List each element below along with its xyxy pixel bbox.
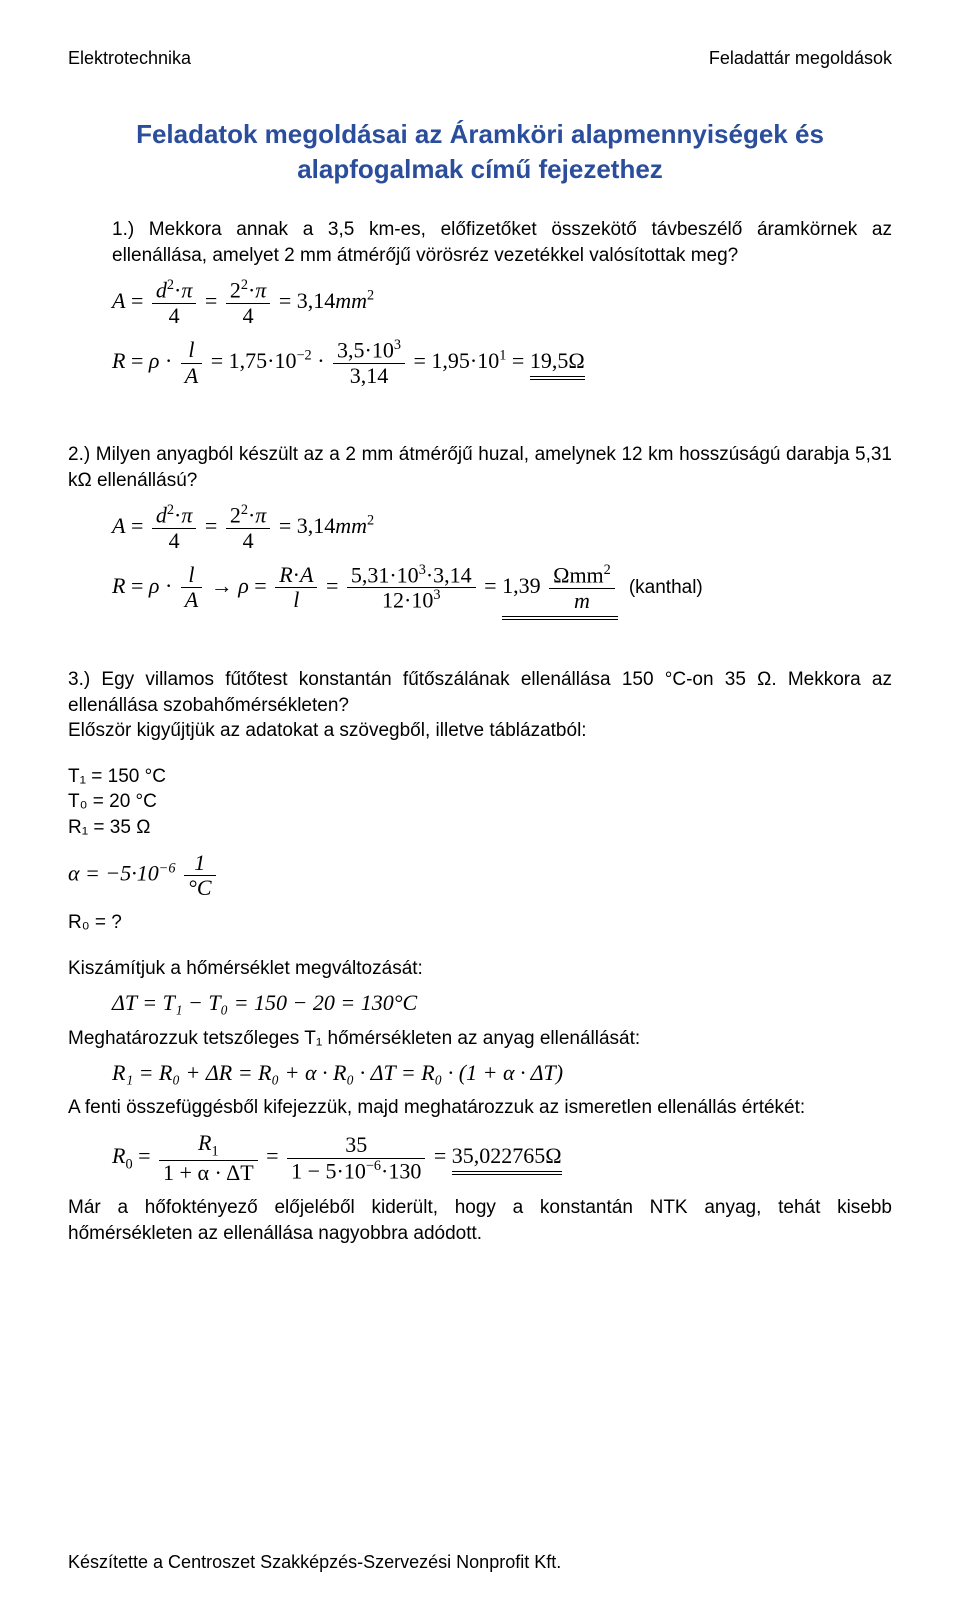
f2b-numexp: 3	[419, 562, 426, 578]
formula-2b: R = ρ · lA → ρ = R·Al = 5,31·103·3,14 12…	[112, 563, 892, 613]
data-r1: R₁ = 35 Ω	[68, 815, 892, 841]
f6-den1: 1 + α · ΔT	[159, 1161, 258, 1185]
page-footer: Készítette a Centroszet Szakképzés-Szerv…	[68, 1552, 561, 1573]
problem-3a: 3.) Egy villamos fűtőtest konstantán fűt…	[68, 667, 892, 718]
page-title: Feladatok megoldásai az Áramköri alapmen…	[68, 117, 892, 187]
f6-result: 35,022765Ω	[452, 1144, 562, 1168]
problem-2-text: 2.) Milyen anyagból készült az a 2 mm át…	[68, 442, 892, 493]
title-line2: alapfogalmak című fejezethez	[297, 154, 663, 184]
f1b-rhoexp: −2	[296, 348, 311, 364]
formula-4: ΔT = T₁ − T₀ = 150 − 20 = 130°C	[112, 991, 892, 1015]
f1b-result: 19,5Ω	[530, 349, 585, 373]
f2b-note: (kanthal)	[629, 577, 703, 598]
p7: Már a hőfoktényező előjeléből kiderült, …	[68, 1195, 892, 1246]
f2b-denexp: 3	[433, 587, 440, 603]
formula-5: R₁ = R₀ + ΔR = R₀ + α · R₀ · ΔT = R₀ · (…	[112, 1061, 892, 1085]
p4: Kiszámítjuk a hőmérséklet megváltozását:	[68, 956, 892, 982]
f1b-num: 3,5·10	[337, 338, 394, 363]
formula-1a: A = d2·π 4 = 22·π 4 = 3,14mm2	[112, 278, 892, 328]
p5: Meghatározzuk tetszőleges T₁ hőmérséklet…	[68, 1026, 892, 1052]
data-t1: T₁ = 150 °C	[68, 764, 892, 790]
f1b-den: 3,14	[333, 364, 405, 388]
problem-3b: Először kigyűjtjük az adatokat a szövegb…	[68, 718, 892, 744]
f1a-pi1: π	[181, 278, 192, 303]
alpha-den: °C	[184, 876, 215, 900]
p6: A fenti összefüggésből kifejezzük, majd …	[68, 1095, 892, 1121]
alpha-num: 1	[184, 851, 215, 876]
f6-den2b: ·130	[381, 1158, 421, 1183]
f2b-ut: Ωmm	[553, 562, 604, 587]
formula-2a: A = d2·π 4 = 22·π 4 = 3,14mm2	[112, 503, 892, 553]
f1a-result: 3,14	[297, 288, 336, 313]
f1b-midexp: 1	[499, 348, 506, 364]
f1b-mid: 1,95·10	[431, 348, 499, 373]
f1a-four2: 4	[226, 304, 271, 328]
title-line1: Feladatok megoldásai az Áramköri alapmen…	[136, 119, 824, 149]
formula-6: R0 = R1 1 + α · ΔT = 35 1 − 5·10−6·130 =…	[112, 1131, 892, 1185]
header-left: Elektrotechnika	[68, 48, 191, 69]
data-alpha: α = −5·10−6 1°C	[68, 851, 892, 900]
alpha-pre: α = −5·10	[68, 860, 159, 885]
data-r0: R₀ = ?	[68, 910, 892, 936]
f6-den2a: 1 − 5·10	[291, 1158, 366, 1183]
f1a-four1: 4	[152, 304, 197, 328]
f6-num2: 35	[287, 1133, 425, 1158]
alpha-exp: −6	[159, 860, 176, 876]
f2b-ub: m	[574, 588, 590, 613]
problem-1-text: 1.) Mekkora annak a 3,5 km-es, előfizető…	[112, 217, 892, 268]
f1a-pi2: π	[255, 278, 266, 303]
f1b-coef: 1,75·10	[229, 348, 297, 373]
formula-1b: R = ρ · lA = 1,75·10−2 · 3,5·103 3,14 = …	[112, 338, 892, 388]
page-header: Elektrotechnika Feladattár megoldások	[68, 48, 892, 69]
f1b-numexp: 3	[394, 337, 401, 353]
f2b-den: 12·10	[382, 588, 433, 613]
f2b-result: 1,39	[502, 573, 541, 598]
f1a-d: d	[156, 278, 167, 303]
data-t0: T₀ = 20 °C	[68, 789, 892, 815]
f6-num1: R	[198, 1130, 211, 1155]
f6-den2exp: −6	[366, 1158, 381, 1174]
f1a-two: 2	[230, 278, 241, 303]
header-right: Feladattár megoldások	[709, 48, 892, 69]
f2b-num2: 3,14	[433, 562, 472, 587]
f1a-unit: mm	[335, 288, 367, 313]
f2b-num: 5,31·10	[351, 562, 419, 587]
f6-num1sub: 1	[212, 1143, 219, 1159]
